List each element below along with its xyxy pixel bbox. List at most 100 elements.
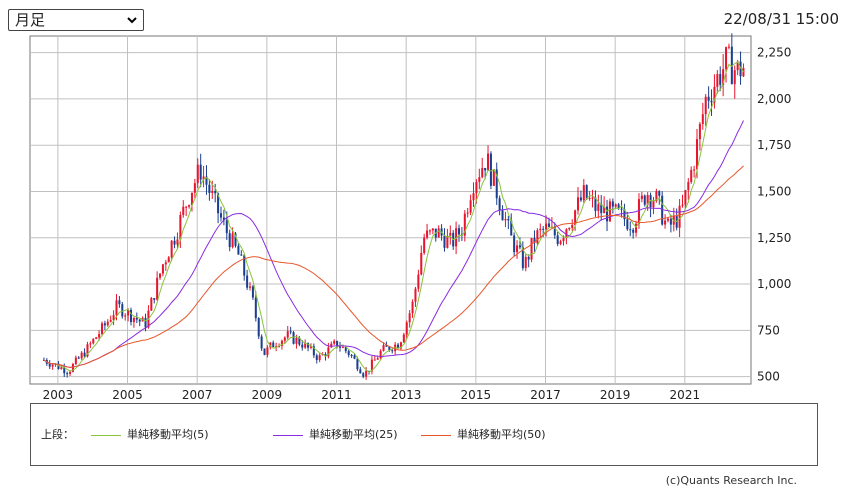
candle-down [222, 209, 225, 226]
candle-up [170, 240, 173, 261]
legend-swatch-sma25 [273, 434, 303, 436]
candle-up [681, 194, 684, 208]
legend-swatch-sma5 [91, 434, 121, 436]
candle-down [359, 366, 362, 374]
candle-up [727, 43, 730, 50]
candle-up [379, 349, 382, 360]
candle-down [527, 254, 530, 268]
candle-up [71, 362, 74, 373]
candle-down [632, 227, 635, 239]
candle-up [411, 299, 414, 318]
candle-up [150, 296, 153, 311]
candle-up [582, 179, 585, 203]
candle-down [585, 184, 588, 201]
candle-down [391, 349, 394, 354]
candle-down [48, 360, 51, 370]
candle-up [701, 102, 704, 130]
candle-down [260, 334, 263, 351]
candle-down [649, 192, 652, 218]
candle-up [539, 223, 542, 239]
candle-up [304, 339, 307, 349]
candle-up [167, 256, 170, 263]
candle-up [202, 165, 205, 188]
candle-up [373, 355, 376, 361]
x-tick-label: 2015 [461, 388, 492, 400]
candle-down [623, 203, 626, 227]
candle-down [272, 340, 275, 348]
candle-up [211, 180, 214, 200]
candle-up [568, 227, 571, 231]
candle-up [481, 157, 484, 179]
candle-down [594, 190, 597, 217]
candle-up [92, 338, 95, 345]
candle-down [263, 348, 266, 356]
candle-down [521, 241, 524, 271]
candle-down [553, 222, 556, 239]
legend-label-sma25: 単純移動平均(25) [309, 428, 398, 441]
candle-up [603, 196, 606, 214]
candle-up [704, 93, 707, 127]
y-tick-label: 2,000 [757, 92, 791, 106]
candle-down [246, 269, 249, 290]
candle-down [83, 348, 86, 358]
candle-down [510, 213, 513, 236]
candle-up [571, 219, 574, 232]
candle-up [472, 182, 475, 207]
candle-up [487, 145, 490, 171]
period-select[interactable]: 月足 [8, 9, 144, 31]
candle-up [333, 339, 336, 345]
candle-down [240, 250, 243, 256]
candle-up [492, 169, 495, 187]
candle-up [275, 342, 278, 352]
candle-up [446, 228, 449, 249]
candle-up [652, 196, 655, 215]
y-tick-label: 1,250 [757, 231, 791, 245]
candle-up [640, 191, 643, 203]
x-tick-label: 2003 [43, 388, 74, 400]
chevron-down-icon [127, 17, 137, 24]
candle-up [687, 178, 690, 200]
candle-up [684, 189, 687, 209]
x-axis-labels: 2003 2005 2007 2009 2011 2013 2015 2017 2019 2021 [43, 388, 701, 400]
candle-up [426, 223, 429, 240]
candle-up [193, 178, 196, 199]
candle-up [536, 228, 539, 247]
candle-up [428, 229, 431, 235]
candle-down [707, 86, 710, 109]
y-tick-label: 1,000 [757, 277, 791, 291]
candle-up [190, 192, 193, 212]
candle-up [330, 341, 333, 348]
candle-up [318, 352, 321, 363]
candle-down [219, 206, 223, 222]
candle-down [347, 349, 350, 358]
plot-area [29, 35, 752, 385]
candle-up [693, 165, 696, 178]
candle-up [80, 351, 83, 360]
candle-down [237, 243, 240, 255]
candle-up [109, 315, 112, 323]
candle-up [164, 259, 167, 271]
candle-down [385, 341, 388, 347]
candle-down [228, 229, 231, 252]
candle-up [283, 336, 286, 344]
candle-up [635, 220, 638, 237]
candle-up [417, 269, 420, 292]
candle-down [611, 198, 614, 214]
x-tick-label: 2005 [112, 388, 143, 400]
candle-up [159, 273, 162, 280]
candle-up [469, 194, 472, 216]
candle-down [205, 165, 208, 195]
candle-up [402, 332, 405, 343]
candle-up [722, 54, 725, 97]
y-tick-label: 2,250 [757, 46, 791, 60]
candle-up [106, 319, 109, 327]
candle-down [118, 296, 121, 308]
candle-down [257, 317, 260, 340]
candle-up [295, 334, 298, 349]
candle-up [405, 320, 408, 339]
candle-down [356, 356, 359, 372]
x-tick-label: 2011 [321, 388, 352, 400]
candle-down [315, 353, 318, 364]
candle-down [501, 205, 504, 221]
y-tick-label: 1,500 [757, 184, 791, 198]
